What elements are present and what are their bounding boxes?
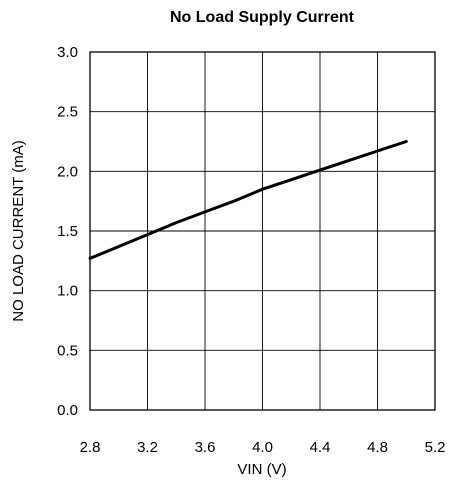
y-tick-label: 2.5 bbox=[57, 104, 78, 121]
x-tick-label: 4.4 bbox=[310, 439, 331, 456]
x-axis-label: VIN (V) bbox=[237, 461, 286, 478]
series-line bbox=[88, 140, 408, 260]
x-tick-label: 3.6 bbox=[195, 439, 216, 456]
plot-frame bbox=[89, 51, 436, 411]
x-tick-label: 5.2 bbox=[425, 439, 446, 456]
x-tick-label: 2.8 bbox=[80, 439, 101, 456]
x-tick-labels: 2.8 3.2 3.6 4.0 4.4 4.8 5.2 bbox=[80, 439, 446, 456]
chart-title: No Load Supply Current bbox=[170, 9, 355, 26]
y-axis-label: NO LOAD CURRENT (mA) bbox=[10, 140, 27, 321]
grid bbox=[90, 52, 435, 410]
x-tick-label: 4.8 bbox=[367, 439, 388, 456]
x-tick-label: 3.2 bbox=[137, 439, 158, 456]
y-tick-label: 3.0 bbox=[57, 44, 78, 61]
y-tick-label: 1.5 bbox=[57, 223, 78, 240]
y-tick-label: 0.5 bbox=[57, 342, 78, 359]
x-tick-label: 4.0 bbox=[252, 439, 273, 456]
y-tick-label: 2.0 bbox=[57, 163, 78, 180]
y-tick-label: 0.0 bbox=[57, 402, 78, 419]
series-group bbox=[88, 140, 408, 260]
y-tick-labels: 0.0 0.5 1.0 1.5 2.0 2.5 3.0 bbox=[57, 44, 78, 419]
y-tick-label: 1.0 bbox=[57, 283, 78, 300]
